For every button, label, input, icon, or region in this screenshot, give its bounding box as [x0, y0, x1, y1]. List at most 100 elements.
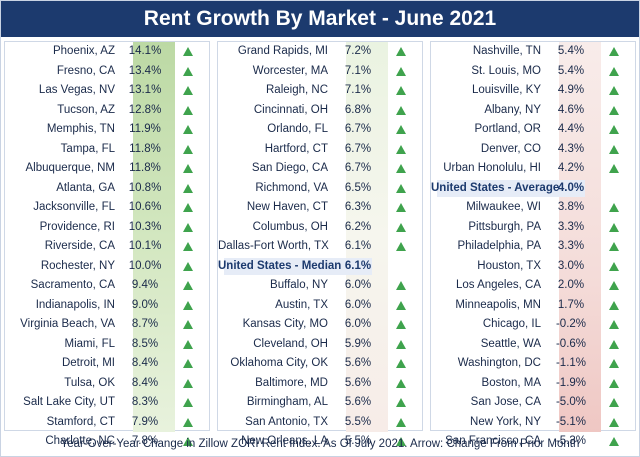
market-label: United States - Average [431, 181, 560, 194]
up-arrow-icon [609, 105, 619, 115]
table-row: San Francisco, CA -5.3% [431, 432, 637, 452]
growth-value: 10.1% [128, 240, 162, 252]
table-panels: Phoenix, AZ 14.1% Fresno, CA 13.4% Las Vegas… [4, 41, 637, 447]
growth-value: 1.7% [557, 298, 585, 311]
up-arrow-icon [396, 183, 406, 193]
table-row: Atlanta, GA 10.8% [5, 179, 211, 199]
table-row: Urban Honolulu, HI 4.2% [431, 159, 637, 179]
up-arrow-icon [183, 183, 193, 193]
table-column-3: Nashville, TN 5.4% St. Louis, MO 5.4% Louisv… [430, 41, 637, 447]
up-arrow-icon [396, 437, 406, 446]
market-label: Dallas-Fort Worth, TX [218, 240, 329, 252]
table-row: Rochester, NY 10.0% [5, 257, 211, 277]
market-label: Memphis, TN [46, 123, 115, 135]
market-label: Seattle, WA [480, 337, 541, 350]
table-row: Indianapolis, IN 9.0% [5, 296, 211, 316]
benchmark-row: United States - Median 6.1% [218, 257, 424, 277]
growth-value: 6.1% [344, 240, 372, 252]
growth-value: 8.3% [131, 396, 159, 408]
market-label: Oklahoma City, OK [230, 357, 328, 369]
table-column-1: Phoenix, AZ 14.1% Fresno, CA 13.4% Las Vegas… [4, 41, 211, 447]
growth-value: 10.8% [128, 181, 162, 194]
table-row: Orlando, FL 6.7% [218, 120, 424, 140]
growth-value: 6.0% [344, 318, 372, 330]
growth-value: 6.7% [344, 142, 372, 155]
table-row: Oklahoma City, OK 5.6% [218, 354, 424, 374]
growth-value: 8.7% [131, 318, 159, 330]
market-label: San Diego, CA [251, 162, 328, 174]
up-arrow-icon [609, 398, 619, 407]
market-label: Chicago, IL [482, 318, 541, 330]
table-row: Austin, TX 6.0% [218, 296, 424, 316]
table-row: Kansas City, MO 6.0% [218, 315, 424, 335]
growth-value: 4.0% [557, 181, 585, 194]
up-arrow-icon [609, 242, 619, 251]
growth-value: 7.1% [344, 84, 372, 96]
market-label: San Antonio, TX [245, 415, 328, 428]
up-arrow-icon [183, 300, 193, 310]
market-label: Tampa, FL [60, 142, 115, 155]
market-label: Albuquerque, NM [25, 162, 116, 174]
growth-value: 5.5% [344, 415, 372, 428]
growth-value: 5.9% [344, 337, 372, 350]
up-arrow-icon [183, 222, 193, 232]
up-arrow-icon [609, 261, 619, 271]
growth-value: 13.1% [128, 84, 162, 96]
market-label: Buffalo, NY [270, 279, 328, 291]
market-label: United States - Median [218, 259, 342, 272]
table-row: Tampa, FL 11.8% [5, 140, 211, 160]
growth-value: 11.9% [129, 123, 161, 135]
growth-value: 12.8% [128, 103, 162, 116]
table-row: Hartford, CT 6.7% [218, 140, 424, 160]
table-row: Fresno, CA 13.4% [5, 62, 211, 82]
growth-value: -1.9% [555, 376, 587, 389]
market-label: Boston, MA [481, 376, 541, 389]
up-arrow-icon [609, 144, 619, 154]
growth-value: 11.8% [129, 142, 161, 155]
table-row: Albany, NY 4.6% [431, 101, 637, 121]
up-arrow-icon [396, 398, 406, 407]
up-arrow-icon [609, 164, 619, 173]
table-row: Washington, DC -1.1% [431, 354, 637, 374]
up-arrow-icon [396, 281, 406, 290]
growth-value: 5.5% [344, 435, 372, 447]
growth-value: 3.8% [557, 201, 585, 213]
table-row: Tulsa, OK 8.4% [5, 374, 211, 394]
growth-value: 9.0% [131, 298, 159, 311]
growth-value: -5.0% [555, 396, 587, 408]
market-label: Phoenix, AZ [52, 45, 115, 57]
up-arrow-icon [183, 378, 193, 388]
market-label: Portland, OR [474, 123, 541, 135]
market-label: Albany, NY [484, 103, 541, 116]
market-label: Cleveland, OH [253, 337, 328, 350]
growth-value: 7.1% [344, 64, 372, 77]
table-row: Baltimore, MD 5.6% [218, 374, 424, 394]
growth-value: 9.4% [131, 279, 159, 291]
market-label: Hartford, CT [264, 142, 328, 155]
growth-value: 4.3% [557, 142, 585, 155]
market-label: Rochester, NY [40, 259, 115, 272]
growth-value: 5.6% [344, 357, 372, 369]
table-row: Los Angeles, CA 2.0% [431, 276, 637, 296]
up-arrow-icon [609, 281, 619, 290]
growth-value: 2.0% [557, 279, 585, 291]
up-arrow-icon [396, 203, 406, 212]
table-row: Detroit, MI 8.4% [5, 354, 211, 374]
market-label: Worcester, MA [252, 64, 328, 77]
growth-value: 10.3% [128, 220, 162, 233]
table-row: Las Vegas, NV 13.1% [5, 81, 211, 101]
growth-value: 8.5% [131, 337, 159, 350]
up-arrow-icon [609, 320, 619, 329]
up-arrow-icon [609, 437, 619, 446]
up-arrow-icon [609, 203, 619, 212]
up-arrow-icon [609, 339, 619, 349]
market-label: Raleigh, NC [266, 84, 328, 96]
market-label: Las Vegas, NV [38, 84, 115, 96]
market-label: Nashville, TN [472, 45, 541, 57]
growth-value: 6.1% [344, 259, 372, 272]
table-row: San Jose, CA -5.0% [431, 393, 637, 413]
market-label: Charlotte, NC [45, 435, 115, 447]
table-row: Albuquerque, NM 11.8% [5, 159, 211, 179]
growth-value: 11.8% [129, 162, 161, 174]
market-label: Sacramento, CA [30, 279, 115, 291]
